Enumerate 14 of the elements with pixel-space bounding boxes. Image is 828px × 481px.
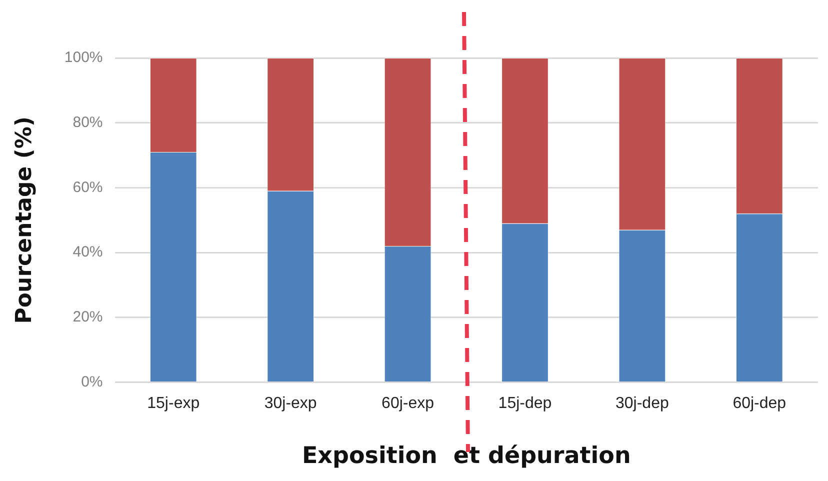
y-tick-label: 60%	[72, 178, 103, 196]
y-tick-label: 80%	[72, 114, 103, 131]
x-tick-label: 15j-exp	[147, 395, 200, 412]
y-tick-label: 40%	[72, 244, 103, 261]
x-tick-label: 30j-exp	[264, 395, 317, 412]
x-tick-label: 60j-dep	[732, 395, 786, 412]
x-tick-label: 60j-exp	[382, 395, 434, 412]
y-tick-label: 0%	[81, 373, 103, 390]
x-tick-label: 30j-dep	[616, 395, 669, 412]
y-axis-title: Pourcentage (%)	[12, 116, 37, 324]
y-tick-label: 20%	[72, 308, 103, 326]
y-tick-label: 100%	[64, 49, 103, 66]
x-tick-label: 15j-dep	[498, 395, 552, 412]
x-axis-title: Exposition et dépuration	[302, 443, 631, 470]
